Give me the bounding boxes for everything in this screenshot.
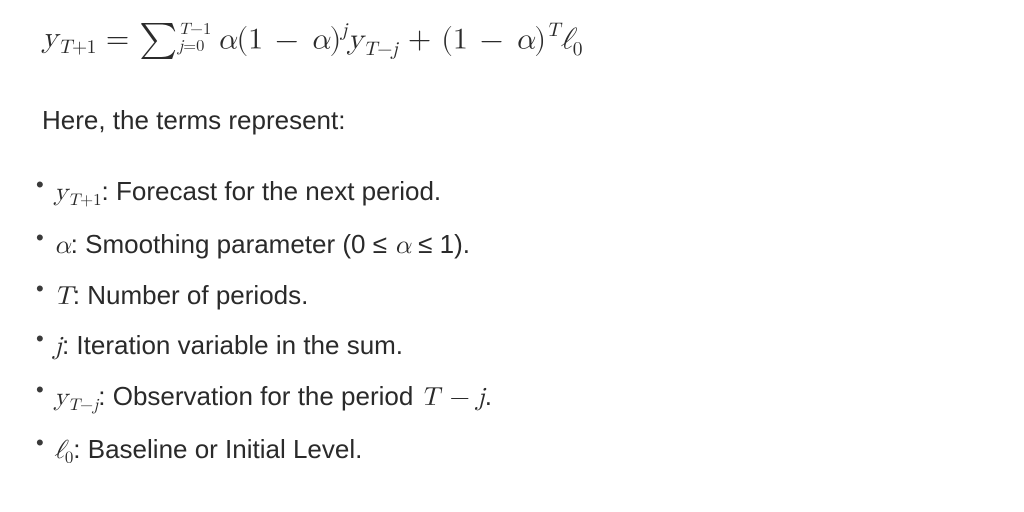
page: yT+1 = ∑ T−1 j=0 α(1 − α)jyT−j + (1 − α)… [0, 0, 1024, 469]
term-item: α: Smoothing parameter (0 ≤ α ≤ 1). [54, 229, 988, 262]
term-desc-text: Number of periods. [87, 280, 308, 310]
var-y: y [42, 23, 58, 53]
sym-y-Tp1: y [54, 180, 68, 206]
alpha3: α [515, 25, 534, 55]
term-desc-text: Forecast for the next period. [116, 176, 441, 206]
term-desc-pre: Observation for the period [113, 381, 421, 411]
op-plus: + [404, 21, 435, 57]
minus1: − [273, 25, 300, 55]
sum: ∑ T−1 j=0 [139, 21, 211, 57]
sum-lower-eq0: =0 [183, 39, 204, 55]
sum-lower: j=0 [178, 39, 211, 56]
term-item: ℓ0: Baseline or Initial Level. [54, 434, 988, 469]
term-desc: : Number of periods. [73, 280, 309, 310]
sub-T2: T [363, 39, 377, 59]
intro-text: Here, the terms represent: [36, 105, 988, 136]
sym-ell0: ℓ [54, 438, 65, 464]
term-desc-post: . [485, 381, 492, 411]
term-item: yT+1: Forecast for the next period. [54, 176, 988, 211]
term1: α(1 − α)jyT−j [217, 18, 398, 61]
sym-j: j [54, 334, 62, 360]
rp2: ) [534, 25, 546, 55]
alpha1: α [217, 25, 236, 55]
term-item: T: Number of periods. [54, 280, 988, 313]
term-item: yT−j: Observation for the period T − j. [54, 381, 988, 416]
sym-sub-Tmj: T−j [68, 397, 99, 414]
one2: 1 [453, 25, 468, 55]
sym-y-Tmj: y [54, 385, 68, 411]
eq-lhs: yT+1 [42, 20, 96, 59]
sub-0: 0 [573, 39, 583, 59]
sym-sub-Tp1: T+1 [68, 192, 102, 209]
lp1: ( [236, 25, 248, 55]
term-desc: : Smoothing parameter (0 ≤ α ≤ 1). [71, 229, 470, 259]
term-desc: : Forecast for the next period. [102, 176, 442, 206]
sigma-symbol: ∑ [139, 21, 177, 57]
term-item: j: Iteration variable in the sum. [54, 330, 988, 363]
term-desc-math: α [394, 233, 411, 259]
term-desc-pre: Smoothing parameter (0 ≤ [85, 229, 394, 259]
term-desc: : Baseline or Initial Level. [73, 434, 362, 464]
one1: 1 [248, 25, 263, 55]
term2: (1 − α)Tℓ0 [441, 18, 582, 61]
equation: yT+1 = ∑ T−1 j=0 α(1 − α)jyT−j + (1 − α)… [36, 18, 988, 61]
sum-upper: T−1 [178, 22, 211, 39]
rp1: ) [330, 25, 342, 55]
minus2: − [478, 25, 505, 55]
sum-upper-T: T [178, 22, 190, 38]
sub-T: T [58, 37, 72, 57]
term-desc: : Iteration variable in the sum. [62, 330, 403, 360]
op-eq: = [102, 21, 133, 57]
sum-upper-m1: −1 [190, 22, 211, 38]
sup-T: T [546, 20, 560, 40]
term-desc-text: Iteration variable in the sum. [76, 330, 403, 360]
term-desc-text: Baseline or Initial Level. [88, 434, 363, 464]
terms-list: yT+1: Forecast for the next period. α: S… [36, 176, 988, 469]
lp2: ( [441, 25, 453, 55]
term-desc-post: ≤ 1). [411, 229, 470, 259]
ell: ℓ [560, 25, 573, 55]
alpha2: α [310, 25, 329, 55]
sub-plus1: +1 [72, 37, 96, 57]
sigma-bounds: T−1 j=0 [178, 22, 211, 57]
sym-alpha: α [54, 233, 71, 259]
sub-minus: − [377, 39, 392, 59]
sym-T: T [54, 284, 73, 310]
term-desc-math: T − j [421, 385, 485, 411]
sub-j2: j [392, 39, 398, 59]
y2: y [347, 25, 363, 55]
term-desc: : Observation for the period T − j. [98, 381, 492, 411]
